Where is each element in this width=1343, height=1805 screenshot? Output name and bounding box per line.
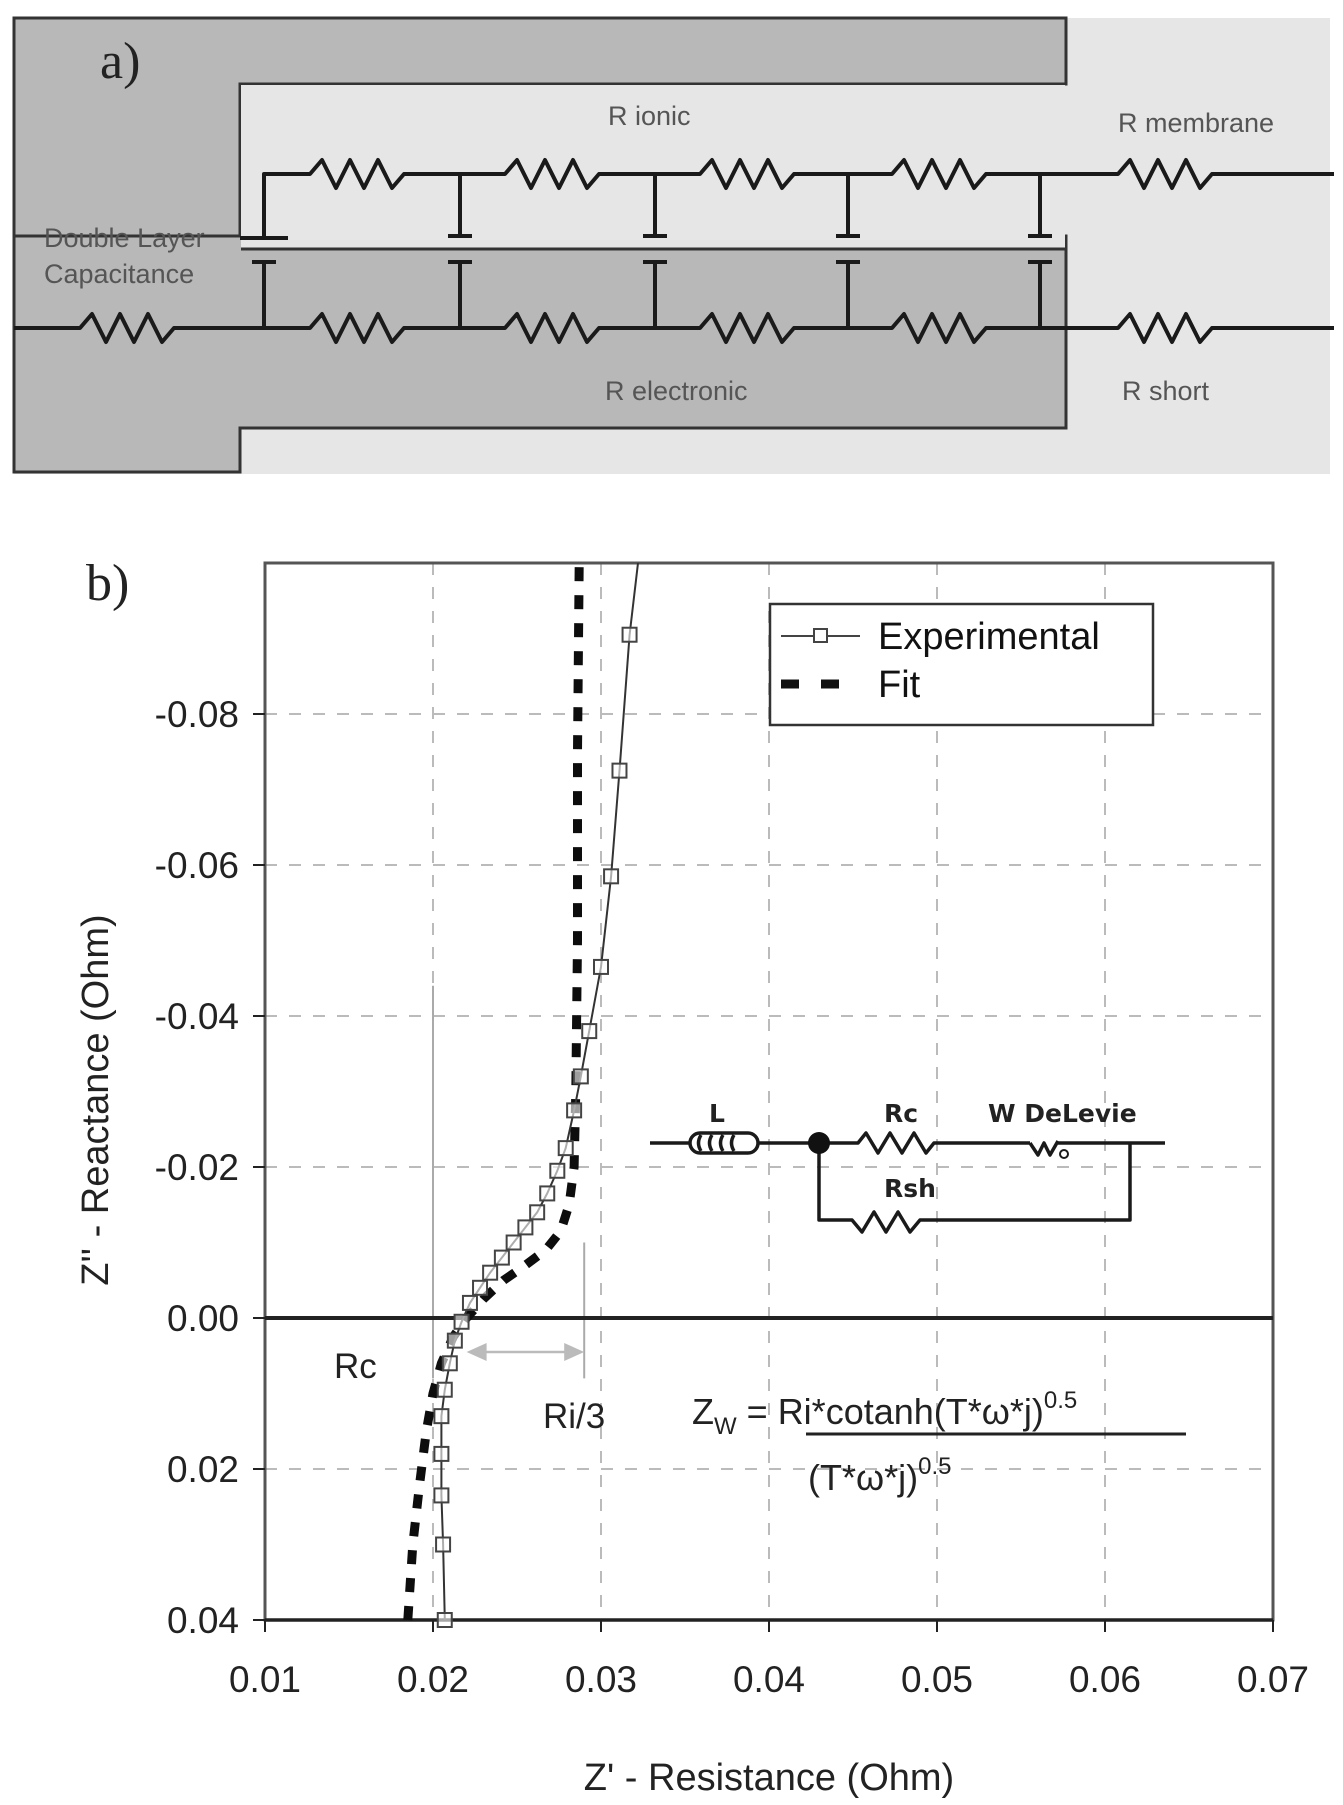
y-tick-label: 0.00: [167, 1298, 239, 1339]
y-tick-label: 0.04: [167, 1600, 239, 1641]
svg-text:ZW = Ri*cotanh(T*ω*j)0.5: ZW = Ri*cotanh(T*ω*j)0.5: [692, 1387, 1077, 1440]
legend-experimental: Experimental: [878, 616, 1100, 658]
experimental-marker: [621, 626, 638, 643]
series-fit: [403, 562, 584, 1621]
x-tick-label: 0.03: [565, 1659, 637, 1700]
inductor-label: L: [709, 1099, 725, 1128]
legend: Experimental Fit: [768, 602, 1155, 727]
junction-node-icon: [808, 1132, 830, 1154]
ionic-rail-wire: [262, 158, 1334, 238]
experimental-marker: [566, 1102, 583, 1119]
experimental-marker: [461, 1294, 478, 1311]
svg-text:(T*ω*j)0.5: (T*ω*j)0.5: [808, 1453, 951, 1498]
experimental-marker: [557, 1140, 574, 1157]
x-axis-title: Z' - Resistance (Ohm): [584, 1757, 954, 1799]
experimental-marker: [436, 1381, 453, 1398]
warburg-label: W DeLevie: [988, 1099, 1137, 1128]
experimental-marker: [446, 1332, 463, 1349]
panel-a-schematic: a) R ionic R membrane Double Layer Capac…: [12, 16, 1334, 474]
arrowhead-left-icon: [466, 1342, 487, 1361]
y-tick-label: -0.02: [155, 1147, 239, 1188]
fit-curve: [403, 562, 584, 1621]
equation-lhs: Z: [692, 1391, 714, 1432]
warburg-element-icon: [1028, 1140, 1060, 1157]
ri3-annotation: Ri/3: [543, 1397, 605, 1436]
y-tick-label: -0.08: [155, 694, 239, 735]
x-tick-label: 0.01: [229, 1659, 301, 1700]
experimental-marker: [433, 1445, 450, 1462]
y-tick-label: -0.06: [155, 845, 239, 886]
experimental-marker: [572, 1068, 589, 1085]
reference-lines: [432, 985, 586, 1379]
chart-axes: 0.01 0.02 0.03 0.04 0.05 0.06 0.07 -0.08 -0.06 -0…: [155, 694, 1309, 1700]
y-axis-title: Z'' - Reactance (Ohm): [75, 914, 117, 1285]
panel-b-label: b): [86, 555, 129, 612]
rc-circuit-label: Rc: [884, 1099, 918, 1128]
x-tick-label: 0.06: [1069, 1659, 1141, 1700]
r-membrane-label: R membrane: [1118, 108, 1274, 138]
warburg-equation: ZW = Ri*cotanh(T*ω*j)0.5 (T*ω*j)0.5: [692, 1387, 1186, 1498]
experimental-marker-icon: [813, 628, 828, 643]
equivalent-circuit-inset: L Rc W DeLevie Rsh: [650, 1099, 1165, 1234]
x-tick-label: 0.07: [1237, 1659, 1309, 1700]
experimental-marker: [435, 1536, 452, 1553]
r-ionic-label: R ionic: [608, 101, 691, 131]
r-short-label: R short: [1122, 376, 1210, 406]
experimental-marker: [529, 1204, 546, 1221]
equation-lhs-sub: W: [714, 1413, 737, 1440]
experimental-marker: [441, 1355, 458, 1372]
equation-numerator: Ri*cotanh(T*ω*j): [778, 1391, 1044, 1432]
y-tick-label: 0.02: [167, 1449, 239, 1490]
experimental-marker: [493, 1249, 510, 1266]
electronic-rail-wire: [14, 312, 1334, 344]
experimental-marker: [517, 1219, 534, 1236]
capacitance-label: Capacitance: [44, 259, 194, 289]
equation-den-exponent: 0.5: [918, 1453, 951, 1480]
double-layer-capacitors: [240, 174, 1052, 328]
equation-equals: =: [737, 1391, 778, 1432]
experimental-marker: [436, 1612, 453, 1628]
x-tick-label: 0.04: [733, 1659, 805, 1700]
panel-a-label: a): [100, 33, 140, 90]
experimental-marker: [549, 1162, 566, 1179]
experimental-marker: [505, 1234, 522, 1251]
experimental-marker: [482, 1264, 499, 1281]
experimental-marker: [581, 1023, 598, 1040]
series-experimental: [433, 562, 639, 1628]
experimental-marker: [433, 1487, 450, 1504]
r-electronic-label: R electronic: [605, 376, 748, 406]
panel-b-chart: b) 0.01 0.02 0.03 0.04 0.05 0.06 0.07 -0.08 -0.0…: [75, 555, 1309, 1799]
y-tick-label: -0.04: [155, 996, 239, 1037]
x-tick-label: 0.05: [901, 1659, 973, 1700]
rc-resistor-icon: [818, 1131, 1030, 1155]
rc-annotation: Rc: [334, 1347, 377, 1386]
experimental-marker: [539, 1185, 556, 1202]
x-tick-label: 0.02: [397, 1659, 469, 1700]
experimental-marker: [603, 868, 620, 885]
experimental-marker: [611, 762, 628, 779]
lower-electrode-region: [12, 234, 1068, 474]
arrowhead-right-icon: [564, 1342, 585, 1361]
experimental-marker: [433, 1408, 450, 1425]
rsh-label: Rsh: [884, 1174, 936, 1203]
experimental-marker: [472, 1279, 489, 1296]
equation-num-exponent: 0.5: [1044, 1387, 1077, 1414]
double-layer-label: Double Layer: [44, 223, 205, 253]
legend-fit: Fit: [878, 664, 921, 706]
experimental-marker: [453, 1313, 470, 1330]
experimental-curve: [440, 562, 639, 1621]
equation-denominator: (T*ω*j): [808, 1457, 918, 1498]
experimental-marker: [593, 958, 609, 975]
